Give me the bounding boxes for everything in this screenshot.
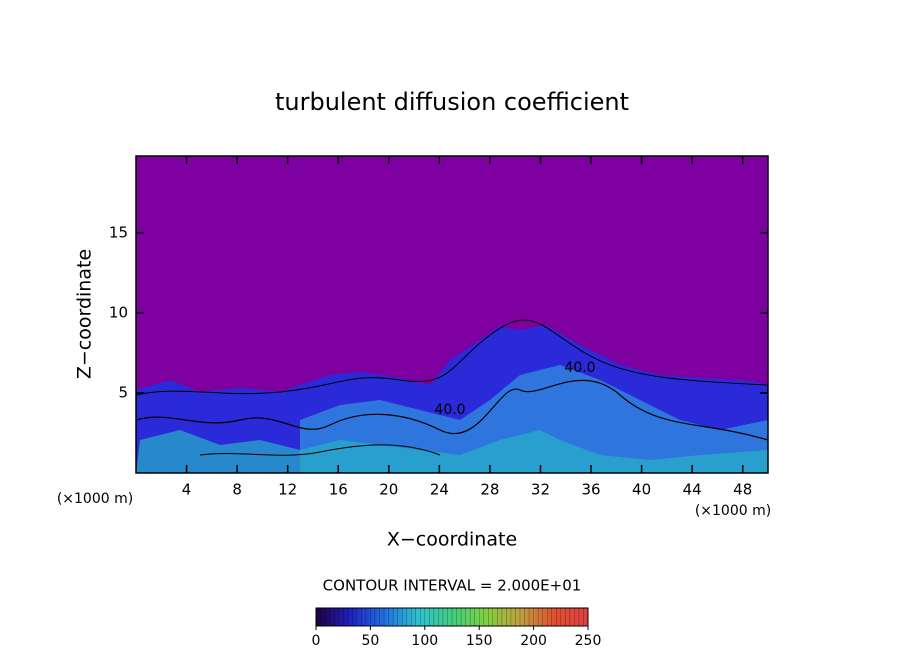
x-tick-label: 4 <box>182 481 192 499</box>
x-unit-label: (×1000 m) <box>57 491 133 507</box>
colorbar-tick-label: 250 <box>575 633 602 649</box>
contour-line <box>136 379 768 441</box>
plot-frame <box>135 155 769 474</box>
x-tick-label: 8 <box>232 481 242 499</box>
colorbar-tick-label: 50 <box>361 633 379 649</box>
colorbar-tick-label: 0 <box>312 633 321 649</box>
x-tick-label: 40 <box>632 481 651 499</box>
x-tick-label: 16 <box>329 481 348 499</box>
y-tick-label: 15 <box>109 223 128 241</box>
field-region <box>300 365 768 473</box>
y-tick-label: 5 <box>118 383 128 401</box>
chart-title: turbulent diffusion coefficient <box>275 88 629 116</box>
colorbar-tick-label: 100 <box>411 633 438 649</box>
y-axis-label: Z−coordinate <box>74 249 96 379</box>
x-axis-label: X−coordinate <box>387 529 517 551</box>
contour-label: 40.0 <box>434 402 465 418</box>
field-region <box>136 430 768 473</box>
x-tick-label: 12 <box>278 481 297 499</box>
colorbar-tick-label: 150 <box>466 633 493 649</box>
contour-label: 40.0 <box>564 360 595 376</box>
y-tick-label: 10 <box>109 303 128 321</box>
x-tick-label: 48 <box>733 481 752 499</box>
contour-interval: CONTOUR INTERVAL = 2.000E+01 <box>323 577 582 595</box>
x-tick-label: 32 <box>531 481 550 499</box>
field <box>136 319 768 473</box>
x-tick-label: 36 <box>581 481 600 499</box>
colorbar-tick-label: 200 <box>520 633 547 649</box>
contour-line <box>136 319 768 396</box>
x-tick-label: 28 <box>480 481 499 499</box>
x-unit-label: (×1000 m) <box>695 503 771 519</box>
x-tick-label: 44 <box>683 481 702 499</box>
x-tick-label: 24 <box>430 481 449 499</box>
contour-line <box>199 444 441 456</box>
x-tick-label: 20 <box>379 481 398 499</box>
